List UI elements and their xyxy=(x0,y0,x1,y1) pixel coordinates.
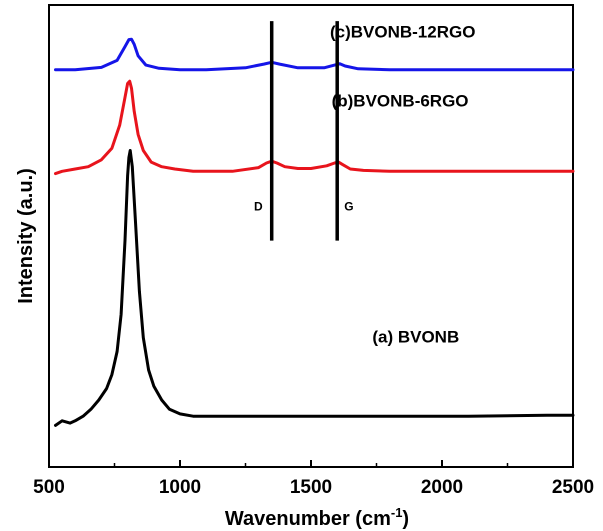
x-tick-label-500: 500 xyxy=(33,477,65,498)
series-line-0 xyxy=(54,149,575,427)
series-annotation-1: (b)BVONB-6RGO xyxy=(332,92,469,111)
x-axis-label: Wavenumber (cm-1) xyxy=(225,505,409,530)
series-annotation-0: (c)BVONB-12RGO xyxy=(330,22,475,41)
band-marker-label-G: G xyxy=(344,200,353,214)
plot-area xyxy=(48,4,574,468)
x-tick-label-2000: 2000 xyxy=(421,477,463,498)
series-annotation-2: (a) BVONB xyxy=(372,327,459,346)
band-marker-label-D: D xyxy=(254,200,263,214)
axis-layer: 500 1000 1500 2000 2500 Wavenumber (cm-1) Inte… xyxy=(15,168,594,530)
series-line-1 xyxy=(54,79,575,176)
x-tick-label-1500: 1500 xyxy=(290,477,332,498)
annotation-layer: (c)BVONB-12RGO (b)BVONB-6RGO (a) BVONB xyxy=(330,22,475,346)
x-tick-label-1000: 1000 xyxy=(159,477,201,498)
y-axis-label: Intensity (a.u.) xyxy=(15,168,37,304)
x-tick-label-2500: 2500 xyxy=(552,477,594,498)
plot-frame xyxy=(48,4,574,468)
series-layer xyxy=(54,37,575,427)
series-line-2 xyxy=(54,37,575,72)
